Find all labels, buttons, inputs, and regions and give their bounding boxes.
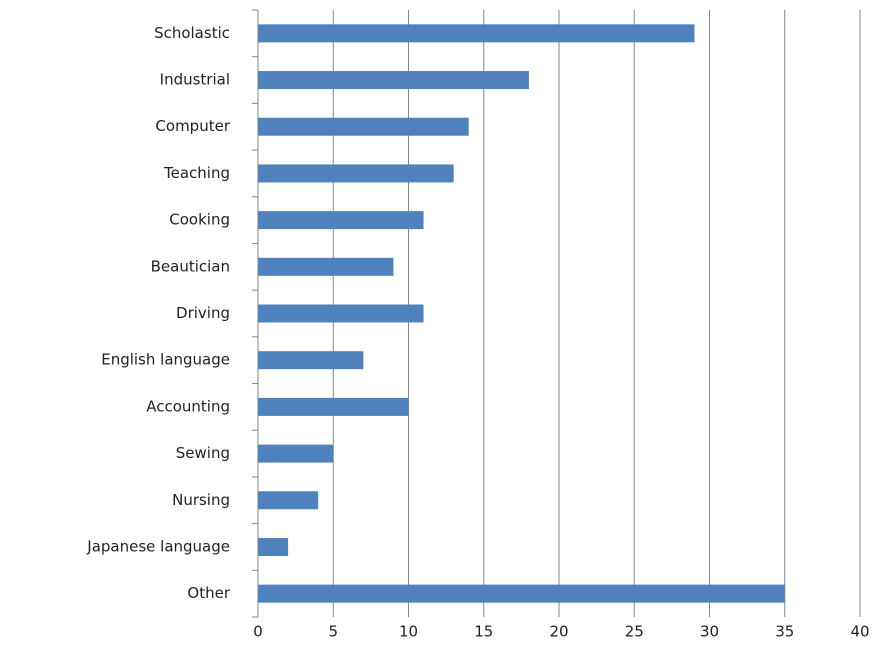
y-tick-label: Driving — [176, 304, 230, 322]
x-tick-label: 15 — [474, 623, 493, 641]
bar — [258, 491, 319, 510]
x-tick-label: 20 — [549, 623, 568, 641]
y-tick-label: English language — [101, 351, 230, 369]
bar — [258, 257, 394, 276]
y-tick-label: Beautician — [151, 257, 230, 275]
x-tick-label: 35 — [775, 623, 794, 641]
bar — [258, 351, 364, 370]
x-tick-label: 5 — [328, 623, 338, 641]
bar — [258, 584, 785, 603]
bar — [258, 164, 454, 183]
bar — [258, 117, 469, 136]
y-tick-label: Computer — [155, 117, 230, 135]
bar — [258, 71, 529, 90]
x-tick-label: 10 — [399, 623, 418, 641]
bar — [258, 397, 409, 416]
x-tick-label: 30 — [700, 623, 719, 641]
y-tick-label: Cooking — [169, 211, 230, 229]
x-tick-label: 25 — [625, 623, 644, 641]
y-tick-label: Other — [187, 584, 230, 602]
bar — [258, 537, 289, 556]
bar — [258, 444, 334, 463]
y-tick-label: Sewing — [176, 444, 230, 462]
bar — [258, 24, 695, 43]
y-tick-label: Industrial — [160, 71, 230, 89]
y-tick-label: Scholastic — [154, 24, 230, 42]
y-tick-label: Japanese language — [86, 537, 230, 555]
y-tick-label: Accounting — [146, 397, 230, 415]
x-tick-label: 40 — [850, 623, 869, 641]
y-tick-label: Nursing — [172, 491, 230, 509]
y-tick-label: Teaching — [163, 164, 230, 182]
bar — [258, 211, 424, 230]
bar — [258, 304, 424, 323]
x-tick-label: 0 — [253, 623, 263, 641]
